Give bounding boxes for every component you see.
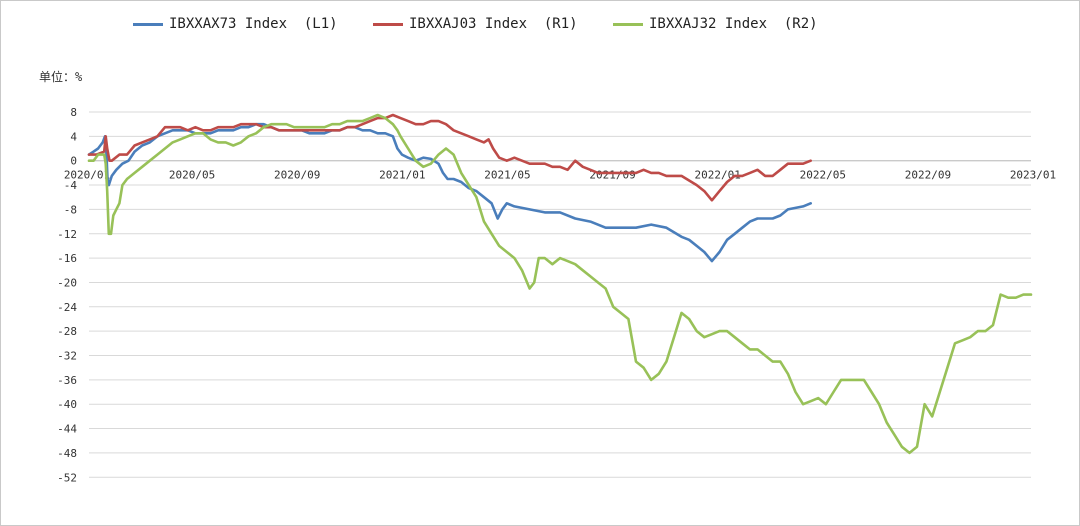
y-tick-label: -36	[57, 374, 77, 387]
x-tick-label: 2022/01	[694, 169, 740, 182]
legend-swatch-r1	[373, 22, 403, 26]
x-tick-label: 2021/05	[484, 169, 530, 182]
y-tick-label: -24	[57, 301, 77, 314]
legend-label-r1: IBXXAJ03 Index (R1)	[409, 16, 578, 32]
series-line-1	[87, 113, 813, 202]
y-tick-label: 4	[70, 130, 77, 143]
x-tick-label: 2020/01	[64, 169, 110, 182]
series-line-2	[87, 113, 1033, 455]
unit-label: 单位：%	[39, 70, 83, 84]
legend-label-l1: IBXXAX73 Index (L1)	[169, 16, 338, 32]
legend-swatch-r2	[613, 22, 643, 26]
x-tick-label: 2023/01	[1010, 169, 1056, 182]
x-tick-label: 2020/09	[274, 169, 320, 182]
x-tick-label: 2022/09	[905, 169, 951, 182]
legend-swatch-l1	[133, 22, 163, 26]
x-tick-label: 2020/05	[169, 169, 215, 182]
y-tick-label: -52	[57, 471, 77, 484]
y-tick-label: -12	[57, 228, 77, 241]
legend-item-r1: IBXXAJ03 Index (R1)	[373, 16, 578, 32]
y-tick-label: -16	[57, 252, 77, 265]
x-tick-label: 2021/09	[589, 169, 635, 182]
y-tick-label: 0	[70, 155, 77, 168]
legend-item-r2: IBXXAJ32 Index (R2)	[613, 16, 818, 32]
y-tick-label: -8	[64, 203, 77, 216]
y-tick-label: -28	[57, 325, 77, 338]
y-tick-label: 8	[70, 106, 77, 119]
y-tick-label: -44	[57, 423, 77, 436]
x-tick-label: 2022/05	[800, 169, 846, 182]
y-tick-label: -32	[57, 350, 77, 363]
legend-item-l1: IBXXAX73 Index (L1)	[133, 16, 338, 32]
y-tick-label: -4	[64, 179, 78, 192]
y-tick-label: -40	[57, 398, 77, 411]
x-tick-label: 2021/01	[379, 169, 425, 182]
y-tick-label: -20	[57, 276, 77, 289]
y-tick-label: -48	[57, 447, 77, 460]
legend-label-r2: IBXXAJ32 Index (R2)	[649, 16, 818, 32]
series-line-0	[87, 122, 813, 263]
